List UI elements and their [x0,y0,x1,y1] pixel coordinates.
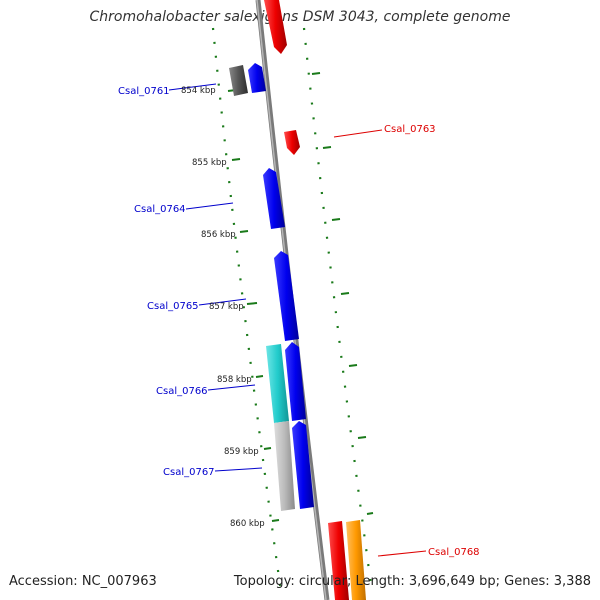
gene-label-csal-0767[interactable]: Csal_0767 [163,467,215,478]
ruler-label-859: 859 kbp [224,447,259,457]
ruler-tick-859 [263,447,272,450]
leader-line-csal-0768 [377,550,427,557]
gene-csal-0768 [328,521,349,600]
outer-track-dash [357,436,367,439]
gene-csal-0766-cyan [266,344,289,423]
genome-summary-text: Topology: circular; Length: 3,696,649 bp… [233,574,591,589]
gene-csal-0764 [263,168,285,229]
ruler-tick-860 [271,519,280,522]
ruler-label-858: 858 kbp [217,375,252,385]
gene-csal-0768-orange [346,520,366,600]
ruler-label-857: 857 kbp [209,302,244,312]
leader-line-csal-0766 [207,384,256,391]
leader-line-csal-0765 [198,298,247,306]
gene-csal-0765 [274,251,299,341]
leader-line-csal-0764 [185,202,234,210]
ruler-label-860: 860 kbp [230,519,265,529]
leader-line-csal-0763 [333,129,383,138]
ruler-label-854: 854 kbp [181,86,216,96]
gene-label-csal-0764[interactable]: Csal_0764 [134,204,186,215]
ruler-label-856: 856 kbp [201,230,236,240]
gene-label-csal-0765[interactable]: Csal_0765 [147,301,199,312]
gene-partial-top [264,0,287,54]
gene-csal-0761-dark [229,65,248,96]
gene-csal-0767 [292,421,314,509]
gene-csal-0766 [285,342,306,421]
gene-label-csal-0763[interactable]: Csal_0763 [384,124,436,135]
outer-track-dash [311,72,321,75]
accession-text: Accession: NC_007963 [9,574,157,589]
ruler-tick-857 [246,302,258,305]
gene-csal-0763 [284,130,300,155]
gene-label-csal-0766[interactable]: Csal_0766 [156,386,208,397]
outer-track-dash [322,146,332,149]
outer-track-dash [331,218,341,221]
outer-track-dash [366,512,374,515]
leader-line-csal-0761 [168,83,217,91]
gene-csal-0767-grey [274,421,295,511]
gene-label-csal-0768[interactable]: Csal_0768 [428,547,480,558]
gene-label-csal-0761[interactable]: Csal_0761 [118,86,170,97]
leader-line-csal-0767 [214,467,263,472]
ruler-label-855: 855 kbp [192,158,227,168]
ruler-tick-856 [239,230,249,233]
ruler-tick-858 [255,375,264,378]
gene-csal-0761 [248,63,266,93]
genome-title: Chromohalobacter salexigens DSM 3043, co… [89,9,511,25]
outer-track-dash [348,364,358,367]
outer-dotted-track [302,27,374,593]
ruler-tick-855 [231,158,241,161]
outer-track-dash [340,292,350,295]
